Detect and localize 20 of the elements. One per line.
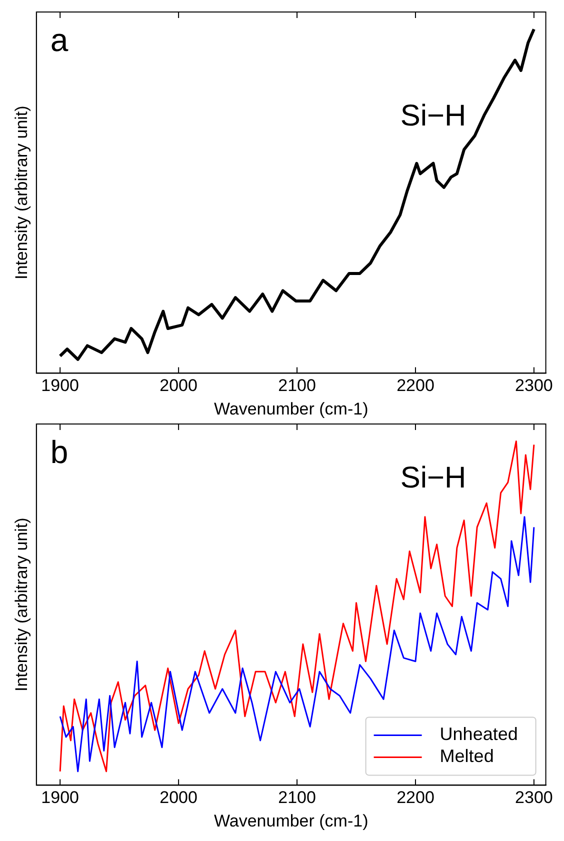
annotation: Si−H [400,99,466,132]
x-axis-title: Wavenumber (cm-1) [214,399,368,418]
x-tick-label: 2200 [396,788,434,808]
annotation: Si−H [400,461,466,494]
x-tick-label: 1900 [41,376,80,396]
x-tick-label: 2300 [515,376,553,396]
legend-label: Unheated [440,724,518,744]
x-tick-label: 2000 [160,788,198,808]
annotation: b [50,434,68,470]
y-axis-title: Intensity (arbitrary unit) [12,106,31,280]
x-tick-label: 2100 [278,376,316,396]
x-tick-label: 2200 [396,376,434,396]
x-tick-label: 2000 [160,376,198,396]
x-tick-label: 1900 [41,788,80,808]
x-axis-title: Wavenumber (cm-1) [214,811,368,830]
annotation: a [50,22,68,58]
y-axis-title: Intensity (arbitrary unit) [12,518,31,692]
legend-label: Melted [440,746,494,766]
x-tick-label: 2300 [515,788,553,808]
x-tick-label: 2100 [278,788,316,808]
